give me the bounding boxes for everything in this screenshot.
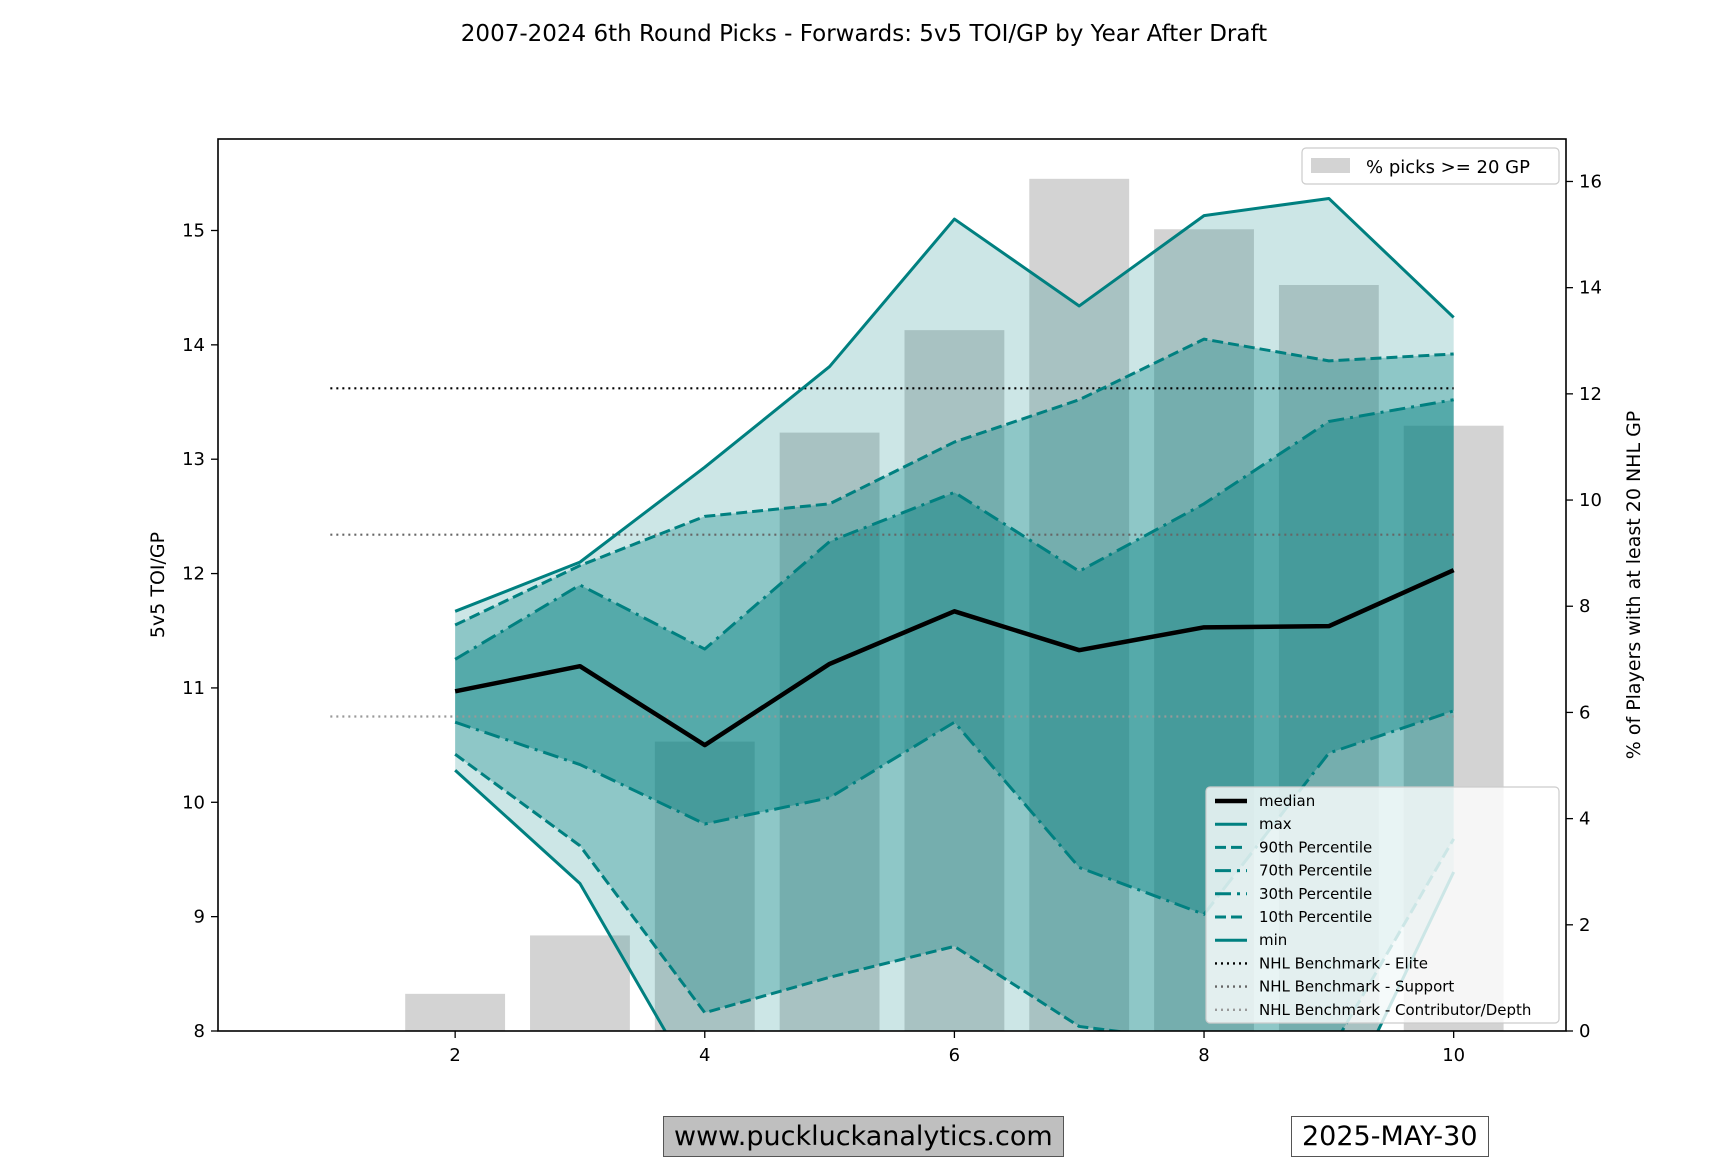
bar-legend-swatch xyxy=(1311,158,1350,173)
legend-entry-label: min xyxy=(1259,931,1287,949)
date-label: 2025-MAY-30 xyxy=(1291,1116,1489,1157)
bar-legend-box xyxy=(1301,147,1560,185)
y-tick-label: 11 xyxy=(182,678,205,699)
x-tick-label: 2 xyxy=(449,1045,460,1066)
legend-entry-label: NHL Benchmark - Support xyxy=(1259,978,1454,996)
x-tick-label: 8 xyxy=(1198,1045,1209,1066)
series-line-90th-percentile xyxy=(454,337,1454,627)
y2-tick-label: 2 xyxy=(1579,915,1590,936)
band-30-70 xyxy=(455,399,1454,915)
y-tick-label: 14 xyxy=(182,335,205,356)
legend-entry-label: NHL Benchmark - Contributor/Depth xyxy=(1259,1001,1531,1019)
y-tick-label: 12 xyxy=(182,564,205,585)
y-tick-label: 10 xyxy=(182,792,205,813)
legend-entry-label: NHL Benchmark - Elite xyxy=(1259,954,1428,972)
series-line-10th-percentile xyxy=(454,753,1455,1031)
legend-entry-label: 30th Percentile xyxy=(1259,885,1372,903)
legend-entry-label: median xyxy=(1259,792,1315,810)
bar-legend-label: % picks >= 20 GP xyxy=(1366,157,1530,178)
legend-entry-label: 90th Percentile xyxy=(1259,838,1372,856)
series-line-median xyxy=(454,568,1455,748)
y-tick-label: 13 xyxy=(182,449,205,470)
legend-entry-label: 10th Percentile xyxy=(1259,908,1372,926)
plot-frame xyxy=(217,138,1567,1032)
y2-tick-label: 8 xyxy=(1579,596,1590,617)
series-line-max xyxy=(454,196,1455,613)
series-line-70th-percentile xyxy=(454,398,1454,661)
y2-tick-label: 14 xyxy=(1579,278,1602,299)
bar-3 xyxy=(530,935,630,1031)
y2-axis-label: % of Players with at least 20 NHL GP xyxy=(1623,411,1645,760)
bar-6 xyxy=(904,330,1005,1031)
y2-tick-label: 12 xyxy=(1579,384,1602,405)
y-tick-label: 8 xyxy=(194,1021,205,1042)
bar-4 xyxy=(654,741,755,1031)
series-line-min xyxy=(454,769,1456,1031)
y-tick-label: 9 xyxy=(194,907,205,928)
y2-tick-label: 16 xyxy=(1579,171,1602,192)
bar-7 xyxy=(1029,178,1130,1031)
bar-5 xyxy=(779,432,880,1031)
band-10-90 xyxy=(455,339,1454,1031)
y2-tick-label: 4 xyxy=(1579,809,1590,830)
line-legend-box xyxy=(1205,786,1560,1024)
website-label[interactable]: www.puckluckanalytics.com xyxy=(663,1116,1064,1157)
x-tick-label: 6 xyxy=(949,1045,960,1066)
bar-2 xyxy=(405,993,506,1031)
y2-tick-label: 0 xyxy=(1579,1021,1590,1042)
chart-title: 2007-2024 6th Round Picks - Forwards: 5v… xyxy=(461,21,1267,47)
x-tick-label: 10 xyxy=(1442,1045,1465,1066)
legend-entry-label: max xyxy=(1259,815,1292,833)
y2-tick-label: 10 xyxy=(1579,490,1602,511)
legend-entry-label: 70th Percentile xyxy=(1259,862,1372,880)
y-tick-label: 15 xyxy=(182,220,205,241)
y2-tick-label: 6 xyxy=(1579,702,1590,723)
y-axis-label: 5v5 TOI/GP xyxy=(147,532,169,638)
x-tick-label: 4 xyxy=(699,1045,710,1066)
